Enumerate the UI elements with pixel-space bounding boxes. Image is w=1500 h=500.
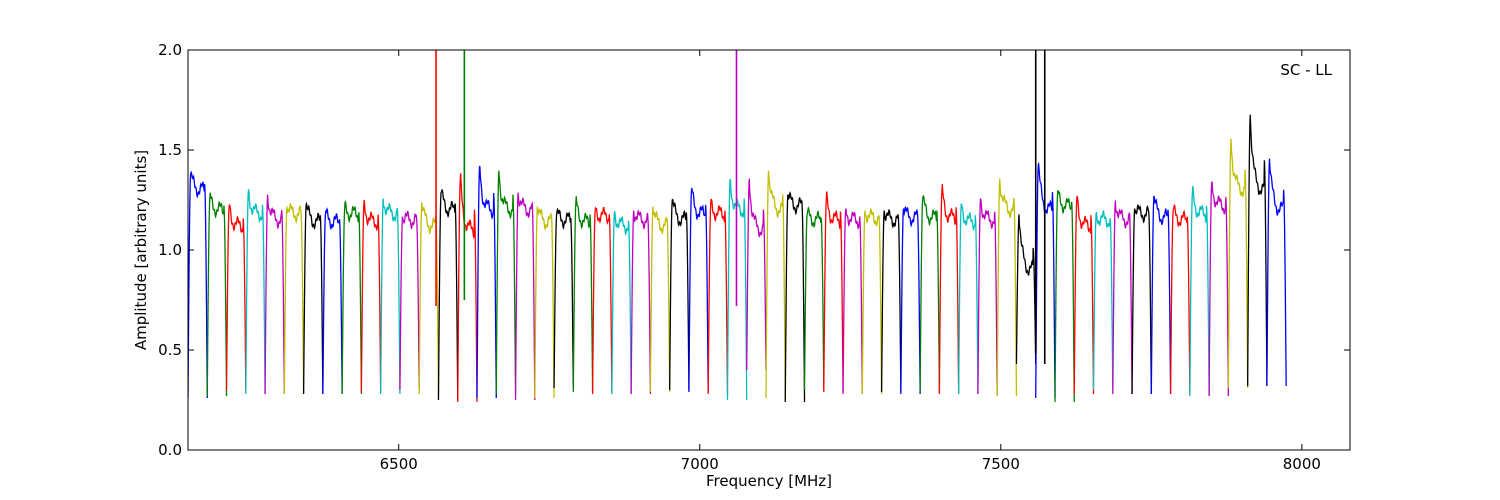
y-tick-label: 1.5 (158, 141, 182, 159)
channel-series-16 (476, 165, 497, 399)
channel-series-11 (380, 198, 401, 395)
channel-series-32 (784, 190, 806, 403)
channel-series-18 (514, 192, 536, 401)
channel-series-35 (842, 208, 863, 395)
channel-series-51 (1150, 195, 1172, 395)
channel-series-10 (360, 199, 382, 393)
channel-series-1 (188, 170, 208, 399)
y-tick-label: 2.0 (158, 41, 182, 59)
channel-series-3 (225, 204, 247, 391)
channel-series-2 (206, 192, 228, 397)
channel-series-46 (1054, 190, 1075, 403)
x-tick-label: 6500 (380, 455, 418, 473)
channel-series-22 (591, 206, 613, 395)
chart-annotation: SC - LL (1280, 61, 1332, 79)
x-tick-label: 8000 (1283, 455, 1321, 473)
channel-series-19 (534, 206, 555, 399)
channel-series-56 (1247, 114, 1268, 387)
channel-series-57 (1266, 158, 1287, 387)
channel-series-38 (900, 205, 921, 395)
y-tick-label: 0.0 (158, 441, 182, 459)
channel-series-54 (1208, 181, 1230, 397)
channel-series-49 (1112, 200, 1133, 395)
channel-series-48 (1092, 209, 1114, 391)
spike-layer (435, 50, 1046, 364)
channel-series-55 (1227, 138, 1249, 389)
y-tick-label: 0.5 (158, 341, 182, 359)
channel-series-42 (977, 198, 998, 395)
x-tick-label: 7000 (681, 455, 719, 473)
x-axis-label: Frequency [MHz] (706, 472, 832, 490)
channel-series-8 (322, 207, 343, 395)
channel-series-23 (611, 210, 632, 395)
series-layer (188, 114, 1287, 403)
channel-series-53 (1189, 186, 1210, 397)
x-axis-ticks: 6500 7000 7500 8000 (380, 50, 1321, 473)
channel-series-27 (688, 187, 709, 393)
channel-series-36 (861, 208, 883, 395)
channel-series-17 (495, 170, 517, 395)
channel-series-41 (958, 203, 979, 395)
channel-series-24 (630, 209, 652, 395)
channel-series-52 (1169, 203, 1191, 395)
channel-series-15 (457, 173, 478, 403)
channel-series-31 (765, 170, 786, 399)
channel-series-7 (302, 201, 324, 395)
channel-series-33 (803, 206, 825, 391)
channel-series-9 (341, 200, 363, 395)
channel-series-28 (707, 198, 729, 395)
channel-series-25 (649, 206, 671, 393)
channel-series-6 (283, 202, 305, 395)
channel-series-20 (553, 207, 574, 389)
y-axis-label: Amplitude [arbitrary units] (132, 150, 150, 350)
channel-series-34 (823, 191, 844, 393)
x-tick-label: 7500 (982, 455, 1020, 473)
channel-series-30 (746, 178, 767, 371)
channel-series-4 (245, 189, 266, 395)
channel-series-50 (1131, 204, 1152, 395)
channel-series-5 (264, 194, 285, 395)
channel-series-21 (572, 196, 594, 393)
channel-series-13 (418, 202, 440, 395)
channel-series-14 (437, 189, 459, 401)
y-tick-label: 1.0 (158, 241, 182, 259)
channel-series-47 (1073, 195, 1095, 395)
channel-series-44 (1015, 214, 1037, 365)
channel-series-43 (996, 178, 1018, 397)
channel-series-40 (938, 184, 960, 395)
channel-series-37 (880, 209, 902, 393)
channel-series-26 (669, 198, 690, 391)
y-axis-ticks: 0.0 0.5 1.0 1.5 2.0 (158, 41, 1350, 459)
channel-series-12 (399, 210, 420, 391)
channel-series-39 (919, 195, 941, 393)
